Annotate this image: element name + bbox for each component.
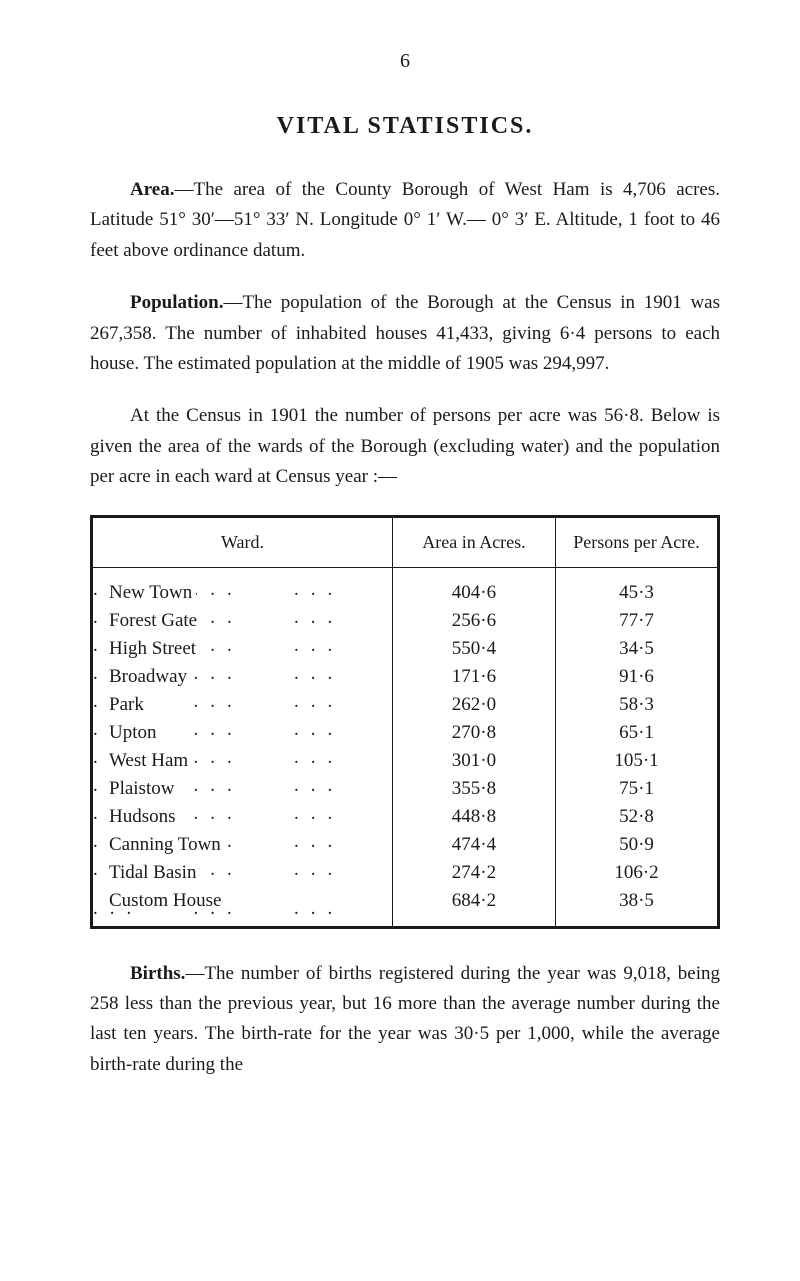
ward-cell: Canning Town... ... ... ... [92, 831, 393, 859]
ward-name: West Ham [109, 750, 192, 771]
area-cell: 270·8 [392, 719, 555, 747]
area-text: —The area of the County Borough of West … [90, 179, 720, 261]
wards-table-container: Ward. Area in Acres. Persons per Acre. N… [90, 515, 720, 929]
ward-cell: Custom House... ... ... ... [92, 887, 393, 928]
area-cell: 550·4 [392, 635, 555, 663]
ward-name: Upton [109, 722, 161, 743]
ward-cell: Tidal Basin... ... ... ... [92, 859, 393, 887]
ward-cell: West Ham... ... ... ... [92, 747, 393, 775]
ward-name: Park [109, 694, 148, 715]
ward-name: Forest Gate [109, 610, 201, 631]
paragraph-population-2: At the Census in 1901 the number of pers… [90, 401, 720, 492]
table-row: Broadway... ... ... ... 171·6 91·6 [92, 663, 719, 691]
paragraph-births: Births.—The number of births registered … [90, 959, 720, 1081]
persons-cell: 58·3 [555, 691, 718, 719]
table-row: High Street... ... ... ... 550·4 34·5 [92, 635, 719, 663]
population-label: Population. [130, 292, 223, 313]
page-title: VITAL STATISTICS. [90, 113, 720, 140]
area-cell: 684·2 [392, 887, 555, 928]
persons-cell: 106·2 [555, 859, 718, 887]
page-number: 6 [90, 50, 720, 73]
ward-name: Plaistow [109, 778, 178, 799]
table-row: Canning Town... ... ... ... 474·4 50·9 [92, 831, 719, 859]
ward-name: New Town [109, 582, 196, 603]
persons-cell: 38·5 [555, 887, 718, 928]
ward-cell: New Town... ... ... ... [92, 567, 393, 607]
area-cell: 355·8 [392, 775, 555, 803]
births-label: Births. [130, 963, 185, 984]
table-row: Custom House... ... ... ... 684·2 38·5 [92, 887, 719, 928]
persons-cell: 77·7 [555, 607, 718, 635]
area-cell: 262·0 [392, 691, 555, 719]
table-row: West Ham... ... ... ... 301·0 105·1 [92, 747, 719, 775]
area-cell: 474·4 [392, 831, 555, 859]
paragraph-area: Area.—The area of the County Borough of … [90, 175, 720, 266]
persons-cell: 50·9 [555, 831, 718, 859]
header-area: Area in Acres. [392, 516, 555, 567]
ward-cell: High Street... ... ... ... [92, 635, 393, 663]
ward-name: Tidal Basin [109, 862, 200, 883]
ward-name: Broadway [109, 666, 191, 687]
table-row: Plaistow... ... ... ... 355·8 75·1 [92, 775, 719, 803]
table-body: New Town... ... ... ... 404·6 45·3 Fores… [92, 567, 719, 927]
persons-cell: 45·3 [555, 567, 718, 607]
area-cell: 448·8 [392, 803, 555, 831]
table-row: Upton... ... ... ... 270·8 65·1 [92, 719, 719, 747]
table-row: Park... ... ... ... 262·0 58·3 [92, 691, 719, 719]
table-row: Hudsons... ... ... ... 448·8 52·8 [92, 803, 719, 831]
ward-cell: Forest Gate... ... ... ... [92, 607, 393, 635]
persons-cell: 65·1 [555, 719, 718, 747]
persons-cell: 91·6 [555, 663, 718, 691]
area-label: Area. [130, 179, 175, 200]
area-cell: 171·6 [392, 663, 555, 691]
ward-cell: Broadway... ... ... ... [92, 663, 393, 691]
area-cell: 404·6 [392, 567, 555, 607]
persons-cell: 52·8 [555, 803, 718, 831]
ward-cell: Hudsons... ... ... ... [92, 803, 393, 831]
ward-name: Canning Town [109, 834, 225, 855]
ward-cell: Plaistow... ... ... ... [92, 775, 393, 803]
persons-cell: 34·5 [555, 635, 718, 663]
ward-name: Hudsons [109, 806, 180, 827]
table-row: Forest Gate... ... ... ... 256·6 77·7 [92, 607, 719, 635]
paragraph-population-1: Population.—The population of the Boroug… [90, 288, 720, 379]
population2-text: At the Census in 1901 the number of pers… [90, 405, 720, 487]
area-cell: 256·6 [392, 607, 555, 635]
persons-cell: 105·1 [555, 747, 718, 775]
ward-cell: Park... ... ... ... [92, 691, 393, 719]
ward-name: Custom House [109, 890, 225, 911]
ward-name: High Street [109, 638, 200, 659]
births-text: —The number of births registered during … [90, 963, 720, 1075]
table-row: New Town... ... ... ... 404·6 45·3 [92, 567, 719, 607]
ward-cell: Upton... ... ... ... [92, 719, 393, 747]
area-cell: 301·0 [392, 747, 555, 775]
persons-cell: 75·1 [555, 775, 718, 803]
wards-table: Ward. Area in Acres. Persons per Acre. N… [90, 515, 720, 929]
table-row: Tidal Basin... ... ... ... 274·2 106·2 [92, 859, 719, 887]
table-header-row: Ward. Area in Acres. Persons per Acre. [92, 516, 719, 567]
header-persons: Persons per Acre. [555, 516, 718, 567]
area-cell: 274·2 [392, 859, 555, 887]
header-ward: Ward. [92, 516, 393, 567]
